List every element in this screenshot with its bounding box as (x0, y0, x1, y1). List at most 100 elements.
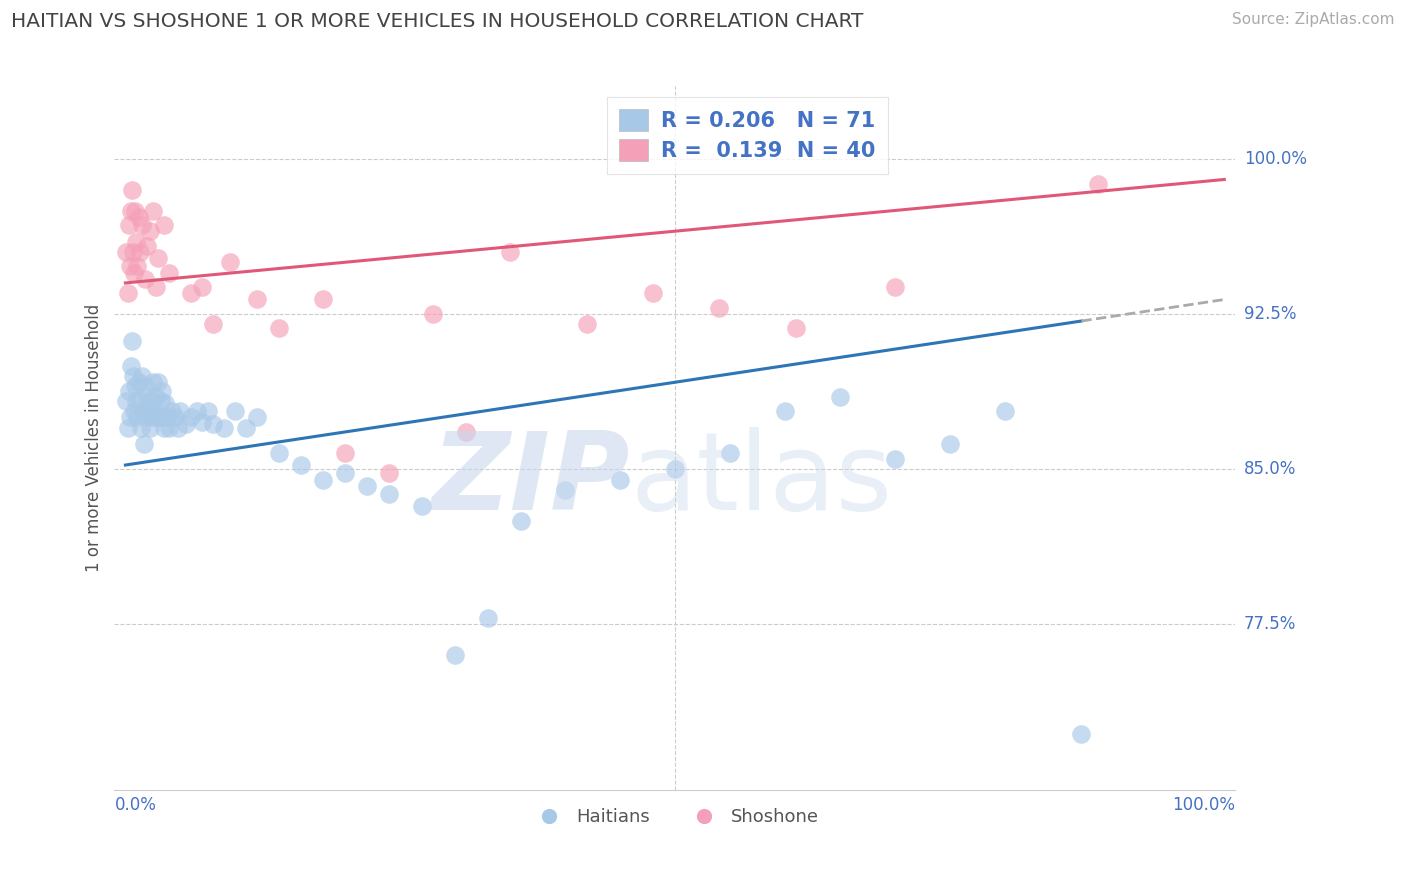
Point (167, 421, 190, 435)
Point (118, 410, 141, 425)
Point (156, 410, 179, 425)
Point (152, 410, 174, 425)
Point (120, 203, 142, 218)
Point (115, 393, 138, 408)
Point (120, 359, 142, 373)
Point (153, 396, 176, 410)
Point (122, 369, 145, 384)
Point (125, 235, 148, 249)
Point (122, 244, 145, 259)
Point (134, 379, 156, 393)
Point (235, 421, 257, 435)
Point (148, 376, 170, 390)
Point (554, 483, 576, 497)
Point (290, 458, 312, 472)
Point (132, 437, 155, 451)
Point (128, 376, 150, 390)
Legend: Haitians, Shoshone: Haitians, Shoshone (523, 801, 827, 834)
Point (143, 404, 166, 418)
Point (118, 218, 141, 232)
Point (477, 611, 499, 625)
Point (143, 410, 166, 425)
Point (148, 410, 170, 425)
Point (136, 238, 159, 252)
Point (118, 260, 141, 274)
Point (121, 334, 143, 348)
Point (411, 500, 433, 514)
Point (246, 410, 269, 425)
Point (136, 390, 159, 404)
Point (145, 390, 167, 404)
Point (160, 404, 183, 418)
Text: 77.5%: 77.5% (1244, 615, 1296, 633)
Point (122, 404, 145, 418)
Point (125, 393, 148, 408)
Point (218, 255, 240, 269)
Point (828, 390, 851, 404)
Point (169, 404, 191, 418)
Point (202, 417, 225, 431)
Point (149, 393, 172, 408)
Point (117, 286, 139, 301)
Point (138, 404, 160, 418)
Point (121, 183, 143, 197)
Point (150, 384, 173, 398)
Point (138, 421, 160, 435)
Point (115, 244, 138, 259)
Text: HAITIAN VS SHOSHONE 1 OR MORE VEHICLES IN HOUSEHOLD CORRELATION CHART: HAITIAN VS SHOSHONE 1 OR MORE VEHICLES I… (11, 12, 863, 30)
Point (197, 404, 219, 418)
Point (773, 404, 796, 418)
Point (444, 648, 467, 663)
Point (127, 260, 149, 274)
Point (202, 318, 225, 332)
Point (422, 307, 444, 321)
Point (1087, 177, 1109, 191)
Point (127, 410, 149, 425)
Point (117, 421, 139, 435)
Text: Source: ZipAtlas.com: Source: ZipAtlas.com (1232, 12, 1395, 27)
Text: ZIP: ZIP (432, 427, 630, 533)
Point (163, 410, 186, 425)
Point (180, 286, 202, 301)
Point (883, 280, 905, 294)
Point (132, 404, 155, 418)
Point (129, 421, 152, 435)
Point (269, 445, 291, 459)
Text: atlas: atlas (630, 427, 891, 533)
Point (335, 467, 357, 481)
Point (356, 479, 378, 493)
Point (224, 404, 246, 418)
Point (142, 376, 165, 390)
Point (131, 218, 153, 232)
Point (454, 425, 477, 439)
Point (785, 321, 807, 335)
Point (312, 473, 335, 487)
Text: 100.0%: 100.0% (1244, 150, 1306, 168)
Point (214, 421, 236, 435)
Text: 0.0%: 0.0% (114, 797, 156, 814)
Point (139, 393, 162, 408)
Point (609, 473, 631, 487)
Point (180, 410, 202, 425)
Point (191, 280, 214, 294)
Point (335, 445, 357, 459)
Point (1070, 727, 1092, 741)
Point (142, 203, 165, 218)
Point (191, 415, 214, 429)
Point (312, 293, 335, 307)
Point (122, 266, 145, 280)
Point (499, 244, 522, 259)
Point (269, 321, 291, 335)
Point (718, 445, 741, 459)
Point (938, 437, 960, 451)
Point (157, 266, 180, 280)
Point (131, 369, 153, 384)
Y-axis label: 1 or more Vehicles in Household: 1 or more Vehicles in Household (86, 304, 103, 573)
Text: 100.0%: 100.0% (1173, 797, 1236, 814)
Point (128, 244, 150, 259)
Point (124, 203, 146, 218)
Point (128, 210, 150, 224)
Point (378, 487, 401, 501)
Point (141, 410, 163, 425)
Point (124, 379, 146, 393)
